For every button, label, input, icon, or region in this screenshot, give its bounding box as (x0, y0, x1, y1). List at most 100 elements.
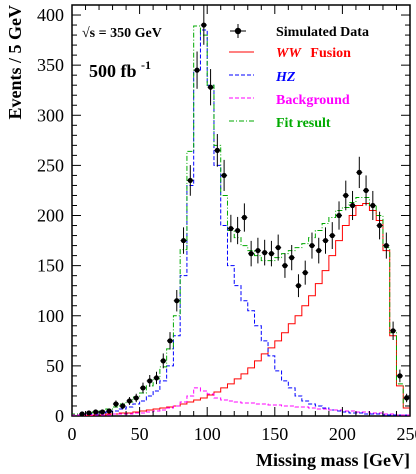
energy-annotation: √s = 350 GeV (82, 26, 162, 41)
data-point (167, 332, 174, 350)
data-point (160, 353, 167, 369)
x-tick-label: 50 (131, 424, 149, 444)
data-point (383, 232, 390, 259)
data-marker (376, 222, 383, 229)
data-marker (404, 395, 410, 401)
y-tick-label: 100 (37, 306, 64, 326)
data-point (254, 237, 261, 264)
data-marker (201, 22, 207, 28)
data-point (214, 134, 221, 167)
legend-item-fit: Fit result (229, 116, 331, 131)
data-marker (133, 395, 139, 401)
data-point (396, 369, 403, 383)
y-tick-label: 200 (37, 206, 64, 226)
data-point (376, 211, 383, 240)
data-point (302, 260, 309, 285)
data-marker (262, 250, 268, 256)
data-point (295, 274, 302, 298)
data-marker (174, 298, 180, 304)
data-point (187, 165, 194, 196)
legend-item-background: Background (229, 93, 350, 108)
data-marker (126, 398, 133, 404)
data-point (363, 175, 370, 206)
series-fit-result (71, 25, 410, 416)
data-point (342, 180, 349, 211)
data-point (369, 190, 376, 221)
data-marker (356, 169, 362, 176)
data-marker (289, 255, 295, 261)
y-tick-label: 150 (37, 256, 64, 276)
data-marker (160, 358, 166, 364)
data-marker (316, 247, 322, 254)
data-point (403, 393, 410, 403)
svg-text:WW Fusion: WW Fusion (276, 46, 351, 61)
series-hz (71, 29, 410, 416)
luminosity-annotation: 500 fb -1 (89, 58, 151, 81)
data-point (356, 156, 363, 189)
data-point (194, 51, 201, 89)
data-marker (275, 244, 281, 251)
data-marker (397, 373, 403, 379)
y-axis-label: Events / 5 GeV (5, 5, 25, 120)
legend: Simulated Data WW Fusion HZ Background F… (229, 24, 369, 131)
data-marker (336, 212, 342, 219)
data-point (261, 239, 268, 266)
data-marker (147, 378, 153, 384)
legend-label-ww: WW (276, 46, 302, 61)
data-marker (390, 328, 396, 334)
data-marker (329, 232, 335, 239)
data-marker (187, 177, 193, 184)
luminosity-value: 500 fb (89, 61, 137, 81)
x-tick-label: 200 (329, 424, 356, 444)
data-marker (194, 67, 200, 73)
data-marker (255, 247, 261, 254)
data-marker (167, 338, 173, 344)
legend-data-marker (234, 27, 242, 35)
x-tick-label: 100 (194, 424, 221, 444)
data-point (288, 244, 295, 271)
luminosity-exponent: -1 (141, 58, 151, 72)
data-point (268, 240, 275, 267)
legend-label-data: Simulated Data (276, 25, 369, 40)
data-marker (93, 409, 99, 415)
data-marker (99, 409, 106, 415)
data-point (336, 201, 343, 230)
data-marker (302, 270, 308, 276)
data-point (281, 253, 288, 278)
data-marker (79, 411, 85, 417)
x-axis-label: Missing mass [GeV] (256, 450, 410, 470)
data-marker (309, 242, 315, 249)
data-point (180, 227, 187, 254)
data-point (92, 409, 99, 415)
data-point (112, 400, 119, 408)
plot-frame (71, 4, 411, 417)
data-marker (268, 251, 275, 257)
data-point (106, 408, 113, 414)
data-point (241, 203, 248, 232)
data-point (315, 237, 322, 264)
data-marker (228, 225, 234, 232)
data-marker (120, 403, 126, 409)
data-point (173, 289, 180, 312)
data-marker (113, 401, 119, 407)
data-point (126, 397, 133, 405)
data-marker (207, 84, 214, 90)
data-point (248, 240, 255, 267)
data-point (329, 222, 336, 249)
data-point (99, 409, 106, 415)
data-marker (241, 214, 247, 221)
data-point (119, 402, 126, 410)
data-point (133, 393, 140, 403)
data-point (227, 214, 234, 243)
y-tick-label: 300 (37, 105, 64, 125)
data-point (234, 216, 241, 245)
series-background (71, 387, 410, 416)
data-point (200, 5, 207, 45)
data-point (275, 234, 282, 261)
data-point (322, 227, 329, 254)
data-marker (235, 227, 241, 234)
data-marker (370, 202, 376, 209)
svg-text:500 fb -1: 500 fb -1 (89, 58, 151, 81)
x-tick-label: 0 (68, 424, 77, 444)
